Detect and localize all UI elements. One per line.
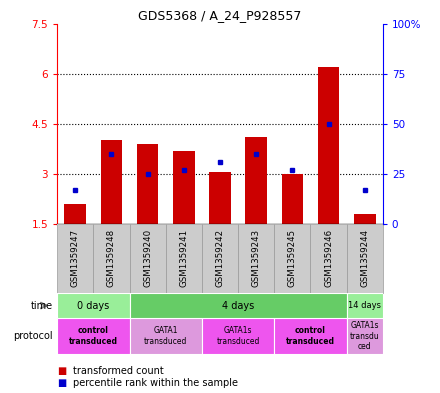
Bar	[129, 318, 202, 354]
Bar	[274, 224, 311, 293]
Bar	[166, 224, 202, 293]
Bar	[57, 318, 129, 354]
Text: GSM1359247: GSM1359247	[71, 230, 80, 287]
Bar	[202, 224, 238, 293]
Text: GATA1s
transdu
ced: GATA1s transdu ced	[350, 321, 380, 351]
Text: GSM1359242: GSM1359242	[216, 230, 224, 287]
Bar	[318, 67, 339, 224]
Bar	[57, 224, 93, 293]
Text: ■: ■	[57, 378, 66, 388]
Text: control
transduced: control transduced	[69, 326, 118, 346]
Bar	[238, 224, 274, 293]
Text: GSM1359240: GSM1359240	[143, 230, 152, 287]
Bar	[347, 293, 383, 318]
Bar	[246, 137, 267, 224]
Bar	[347, 224, 383, 293]
Text: ■: ■	[57, 366, 66, 376]
Bar	[57, 293, 129, 318]
Text: protocol: protocol	[13, 331, 53, 341]
Text: GSM1359246: GSM1359246	[324, 230, 333, 287]
Text: GSM1359245: GSM1359245	[288, 230, 297, 287]
Bar	[274, 318, 347, 354]
Title: GDS5368 / A_24_P928557: GDS5368 / A_24_P928557	[138, 9, 302, 22]
Bar	[202, 318, 274, 354]
Bar	[129, 224, 166, 293]
Text: transformed count: transformed count	[73, 366, 163, 376]
Bar	[347, 318, 383, 354]
Text: 0 days: 0 days	[77, 301, 110, 310]
Text: 14 days: 14 days	[348, 301, 381, 310]
Text: GATA1
transduced: GATA1 transduced	[144, 326, 187, 346]
Text: GSM1359244: GSM1359244	[360, 230, 369, 287]
Bar	[173, 151, 194, 224]
Bar	[129, 293, 347, 318]
Bar	[354, 214, 376, 224]
Bar	[101, 141, 122, 224]
Bar	[209, 172, 231, 224]
Bar	[137, 144, 158, 224]
Text: time: time	[31, 301, 53, 310]
Bar	[282, 174, 303, 224]
Text: GSM1359248: GSM1359248	[107, 230, 116, 287]
Text: GATA1s
transduced: GATA1s transduced	[216, 326, 260, 346]
Text: control
transduced: control transduced	[286, 326, 335, 346]
Text: GSM1359243: GSM1359243	[252, 230, 260, 287]
Text: 4 days: 4 days	[222, 301, 254, 310]
Text: percentile rank within the sample: percentile rank within the sample	[73, 378, 238, 388]
Text: GSM1359241: GSM1359241	[180, 230, 188, 287]
Bar	[64, 204, 86, 224]
Bar	[93, 224, 129, 293]
Bar	[311, 224, 347, 293]
